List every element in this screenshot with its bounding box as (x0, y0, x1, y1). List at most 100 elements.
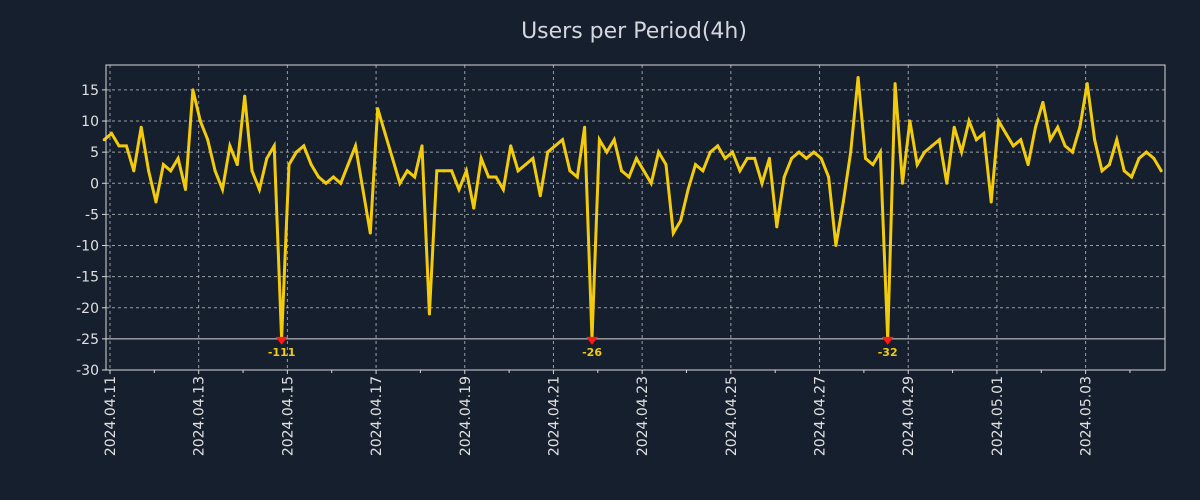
data-point (110, 131, 114, 135)
data-point (686, 187, 690, 191)
data-point (235, 163, 239, 167)
y-tick-label: -10 (76, 239, 99, 255)
data-point (657, 150, 661, 154)
data-point (1085, 82, 1089, 86)
data-point (161, 163, 165, 167)
data-point (967, 119, 971, 123)
data-point (139, 125, 143, 129)
data-point (634, 156, 638, 160)
data-point (516, 169, 520, 173)
clip-marker (586, 336, 599, 345)
y-tick-label: 15 (81, 83, 99, 99)
y-tick-label: -15 (76, 270, 99, 286)
data-point (1011, 144, 1015, 148)
data-point (878, 150, 882, 154)
data-point (804, 156, 808, 160)
x-axis: 2024.04.11 2024.04.13 2024.04.15 2024.04.17… (103, 370, 1131, 456)
data-point (346, 163, 350, 167)
data-point (812, 150, 816, 154)
data-point (509, 144, 513, 148)
data-point (213, 169, 217, 173)
x-tick-label: 2024.04.11 (103, 376, 119, 456)
data-point (1004, 131, 1008, 135)
data-point (841, 200, 845, 204)
x-tick-label: 2024.04.29 (901, 376, 917, 456)
data-point (339, 181, 343, 185)
data-point (597, 138, 601, 142)
data-point (124, 144, 128, 148)
data-point (324, 181, 328, 185)
data-point (472, 206, 476, 210)
data-point (583, 125, 587, 129)
clip-markers: -111 -26 -32 (268, 336, 898, 359)
data-point (730, 150, 734, 154)
data-point (694, 163, 698, 167)
chart-title: Users per Period(4h) (521, 19, 747, 44)
data-point (871, 163, 875, 167)
data-point (265, 156, 269, 160)
x-tick-label: 2024.05.01 (990, 376, 1006, 456)
data-point (915, 163, 919, 167)
data-point (723, 156, 727, 160)
clip-value-label: -32 (878, 346, 898, 359)
x-tick-label: 2024.04.13 (192, 376, 208, 456)
data-point (1107, 163, 1111, 167)
data-point (206, 138, 210, 142)
data-point (982, 131, 986, 135)
data-point (960, 150, 964, 154)
data-point (1137, 156, 1141, 160)
data-point (524, 163, 528, 167)
data-point (243, 94, 247, 98)
data-point (974, 138, 978, 142)
data-point (1019, 138, 1023, 142)
data-point (642, 169, 646, 173)
data-point (390, 156, 394, 160)
data-point (701, 169, 705, 173)
data-point (501, 187, 505, 191)
data-point (132, 169, 136, 173)
y-tick-label: 10 (81, 114, 99, 130)
data-point (257, 187, 261, 191)
data-point (435, 169, 439, 173)
data-point (553, 144, 557, 148)
data-point (1063, 144, 1067, 148)
x-tick-label: 2024.04.23 (635, 376, 651, 456)
data-point (487, 175, 491, 179)
data-point (361, 187, 365, 191)
data-point (102, 138, 106, 142)
data-point (1026, 163, 1030, 167)
data-point (708, 150, 712, 154)
x-tick-label: 2024.04.17 (369, 376, 385, 456)
data-point (738, 169, 742, 173)
data-point (989, 200, 993, 204)
data-point (612, 138, 616, 142)
data-point (893, 82, 897, 86)
data-point (945, 181, 949, 185)
data-point (605, 150, 609, 154)
data-point (767, 156, 771, 160)
data-point (191, 88, 195, 92)
data-point (169, 169, 173, 173)
x-tick-label: 2024.04.19 (458, 376, 474, 456)
data-point (1078, 125, 1082, 129)
data-point (1159, 169, 1163, 173)
y-axis: 15 10 5 0 -5 -10 -15 -20 -25 -30 (76, 83, 106, 379)
data-point (1115, 138, 1119, 142)
data-point (908, 119, 912, 123)
data-point (494, 175, 498, 179)
data-point (331, 175, 335, 179)
data-point (354, 144, 358, 148)
data-point (309, 163, 313, 167)
data-point (376, 107, 380, 111)
data-point (176, 156, 180, 160)
data-point (671, 231, 675, 235)
data-point (997, 119, 1001, 123)
y-tick-label: 5 (90, 145, 99, 161)
data-point (856, 75, 860, 79)
data-point (930, 144, 934, 148)
data-point (560, 138, 564, 142)
data-point (649, 181, 653, 185)
data-point (782, 175, 786, 179)
data-point (250, 169, 254, 173)
